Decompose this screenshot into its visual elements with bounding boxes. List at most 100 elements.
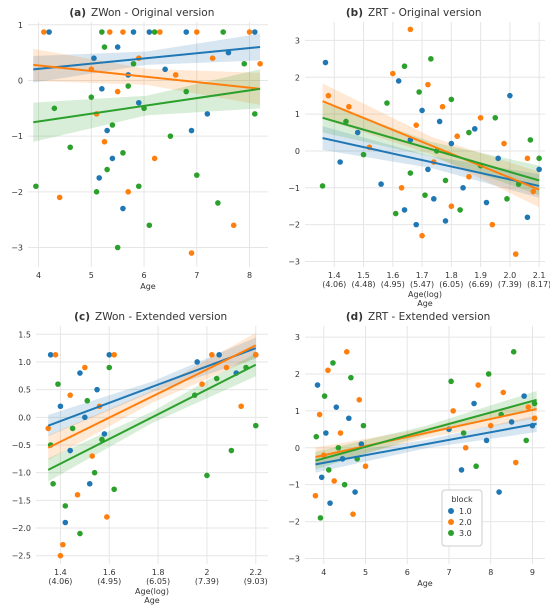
data-point-series-3 [69, 425, 76, 432]
panel-d: 4 5 6 7 8 9 3 2 1 0 −1 −2 −3 (d) ZRT - Extended versio… [288, 311, 545, 588]
data-point-series-1 [521, 393, 527, 399]
data-point-series-2 [106, 29, 113, 35]
x-tick-label: 2.1 [533, 271, 546, 280]
data-point-series-3 [485, 371, 492, 377]
data-point-series-3 [341, 481, 348, 488]
data-point-series-2 [157, 29, 163, 35]
data-point-series-2 [45, 425, 52, 432]
data-point-series-1 [101, 431, 108, 437]
data-point-series-2 [419, 232, 425, 239]
fit-line-series-1 [33, 46, 261, 71]
x-tick-sublabel: (7.39) [498, 280, 522, 289]
data-point-series-3 [407, 170, 414, 176]
data-point-series-1 [109, 155, 116, 162]
data-point-series-1 [352, 489, 358, 495]
fit-line-series-2 [47, 344, 257, 449]
data-point-series-2 [398, 184, 405, 191]
data-point-series-3 [473, 463, 479, 470]
data-point-series-2 [57, 552, 64, 559]
data-point-series-3 [343, 118, 349, 125]
data-point-series-1 [183, 29, 190, 35]
data-point-series-2 [193, 29, 200, 35]
data-point-series-3 [325, 467, 332, 473]
data-point-series-1 [146, 29, 153, 35]
data-point-series-3 [422, 192, 428, 198]
y-tick-label: −2.5 [12, 552, 31, 561]
data-point-series-2 [477, 114, 484, 121]
y-tick-label: 3 [295, 333, 300, 342]
panel-label: (d) [346, 311, 363, 323]
data-point-series-1 [471, 126, 478, 132]
data-point-series-2 [466, 173, 472, 180]
data-point-series-2 [104, 514, 110, 520]
data-point-series-2 [230, 222, 237, 229]
data-point-series-1 [483, 437, 490, 444]
data-point-series-1 [162, 66, 168, 73]
data-point-series-3 [466, 129, 472, 136]
data-point-series-3 [193, 172, 200, 178]
x-tick-sublabel: (4.95) [97, 577, 121, 586]
legend-marker-1 [448, 508, 454, 514]
panel-label: (a) [69, 7, 86, 19]
data-point-series-3 [330, 360, 336, 366]
data-point-series-3 [510, 349, 517, 355]
x-tick-sublabel: (4.06) [322, 280, 346, 289]
data-point-series-2 [111, 351, 117, 358]
data-point-series-2 [390, 70, 396, 77]
data-point-series-1 [314, 382, 321, 388]
data-point-series-1 [62, 519, 69, 526]
data-point-series-3 [523, 437, 530, 444]
data-point-series-3 [460, 430, 467, 436]
fit-line-series-3 [47, 363, 257, 471]
x-axis-label: Age [417, 579, 433, 588]
data-point-series-2 [454, 133, 460, 140]
data-point-series-2 [238, 403, 244, 410]
y-tick-label: −2 [288, 518, 300, 527]
data-point-series-1 [318, 474, 325, 481]
data-point-series-3 [536, 155, 542, 162]
y-tick-label: −3 [11, 244, 23, 253]
data-point-series-1 [524, 214, 531, 221]
x-tick-label: 8 [488, 568, 493, 577]
data-point-series-3 [457, 207, 463, 213]
data-point-series-1 [130, 29, 137, 35]
chart-title: ZWon - Original version [91, 7, 214, 19]
data-point-series-2 [325, 367, 331, 374]
data-point-series-2 [56, 194, 63, 201]
data-point-series-3 [135, 183, 142, 190]
data-point-series-2 [325, 92, 332, 99]
data-point-series-3 [101, 44, 108, 50]
data-point-series-1 [216, 351, 222, 358]
legend-marker-2 [448, 519, 454, 525]
x-tick-sublabel: (7.39) [195, 577, 219, 586]
chart-title: ZWon - Extended version [95, 311, 227, 323]
x-tick-label: 1.8 [445, 271, 458, 280]
data-point-series-1 [194, 359, 200, 365]
data-point-series-3 [252, 422, 259, 429]
data-point-series-2 [350, 511, 356, 517]
y-tick-label: 1 [18, 21, 23, 30]
data-point-series-1 [252, 29, 258, 35]
data-point-series-3 [88, 94, 95, 100]
data-point-series-3 [401, 63, 408, 70]
x-tick-label: 8 [247, 271, 252, 280]
data-point-series-1 [327, 500, 333, 506]
x-tick-label: 1.4 [328, 271, 341, 280]
data-point-series-1 [471, 400, 477, 407]
data-point-series-3 [428, 56, 434, 62]
data-point-series-1 [77, 370, 83, 376]
fit-line-series-1 [322, 137, 540, 187]
data-point-series-1 [99, 86, 105, 92]
panel-label: (c) [74, 311, 90, 323]
data-point-series-3 [504, 196, 510, 202]
data-point-series-2 [82, 364, 88, 371]
data-point-series-1 [204, 111, 211, 117]
x-axis-sublabel: Age [144, 596, 160, 605]
data-point-series-3 [167, 133, 174, 139]
data-point-series-1 [395, 78, 402, 84]
data-point-series-3 [84, 397, 91, 404]
data-point-series-1 [419, 107, 425, 114]
data-point-series-2 [475, 382, 482, 388]
data-point-series-2 [500, 389, 507, 396]
data-point-series-2 [125, 189, 132, 195]
